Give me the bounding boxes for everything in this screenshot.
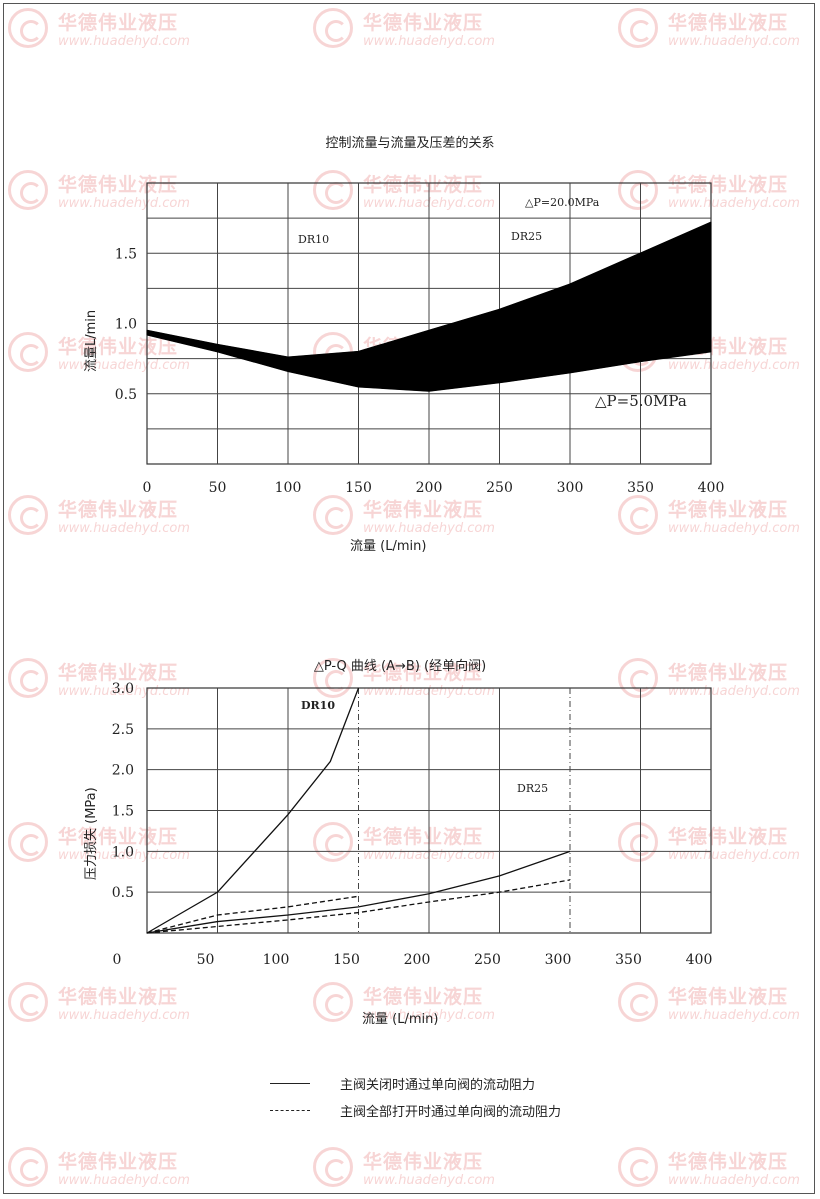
chart2-x-tick: 150	[333, 952, 360, 968]
chart2-title: △P-Q 曲线 (A→B) (经单向阀)	[313, 659, 487, 674]
chart1-series-lower-line	[146, 334, 712, 392]
legend-dashed-swatch	[270, 1110, 310, 1111]
chart1-y-tick: 0.5	[115, 387, 137, 403]
chart2-x-tick: 400	[686, 952, 713, 968]
chart1-x-tick: 200	[416, 480, 443, 496]
chart2-y-tick: 1.5	[112, 804, 134, 820]
chart1-annotation-dp5: △P=5.0MPa	[595, 392, 687, 410]
chart2-x-tick: 200	[404, 952, 431, 968]
chart2-y-tick: 2.5	[112, 722, 134, 738]
chart1-x-tick: 0	[143, 480, 152, 496]
chart2-x-tick: 100	[263, 952, 290, 968]
chart2-series-3-dashed-line	[146, 879, 571, 934]
chart2-x-label: 流量 (L/min)	[362, 1012, 439, 1027]
chart1-x-tick: 250	[486, 480, 513, 496]
chart2-x-tick: 300	[545, 952, 572, 968]
chart1-y-tick: 1.0	[115, 317, 137, 333]
chart1-annotation-dp20: △P=20.0MPa	[525, 196, 600, 209]
chart1-x-tick: 400	[698, 480, 725, 496]
chart1-x-tick: 50	[209, 480, 227, 496]
chart2-annotation-dr25: DR25	[517, 782, 548, 795]
chart1-y-tick: 1.5	[115, 246, 137, 262]
chart2-x-tick: 50	[197, 952, 215, 968]
chart2-annotation-dr10: DR10	[301, 699, 335, 712]
legend-dashed-label: 主阀全部打开时通过单向阀的流动阻力	[340, 1105, 562, 1120]
chart2-x-tick: 0	[113, 952, 122, 968]
chart1-title: 控制流量与流量及压差的关系	[325, 136, 495, 151]
chart2-series-1-dashed-line	[146, 895, 359, 934]
chart2-x-tick: 350	[615, 952, 642, 968]
chart1-x-label: 流量 (L/min)	[350, 539, 427, 554]
chart1-series-upper-line	[146, 221, 712, 358]
chart1-x-tick: 350	[627, 480, 654, 496]
chart2-y-tick: 3.0	[112, 681, 134, 697]
chart2-x-tick: 250	[474, 952, 501, 968]
chart2-y-tick: 0.5	[112, 885, 134, 901]
chart1-x-tick: 150	[345, 480, 372, 496]
legend-solid-label: 主阀关闭时通过单向阀的流动阻力	[340, 1078, 536, 1093]
page-frame	[3, 3, 815, 1194]
legend-solid-swatch	[270, 1083, 310, 1084]
chart1-x-tick: 300	[557, 480, 584, 496]
chart2-y-tick: 1.0	[112, 844, 134, 860]
chart2-y-tick: 2.0	[112, 763, 134, 779]
chart1-annotation-dr25: DR25	[511, 230, 542, 243]
chart1-annotation-dr10: DR10	[298, 233, 329, 246]
chart1-x-tick: 100	[275, 480, 302, 496]
chart2-series-0-solid-line	[146, 687, 360, 934]
chart2-series-2-solid-line	[146, 850, 571, 934]
